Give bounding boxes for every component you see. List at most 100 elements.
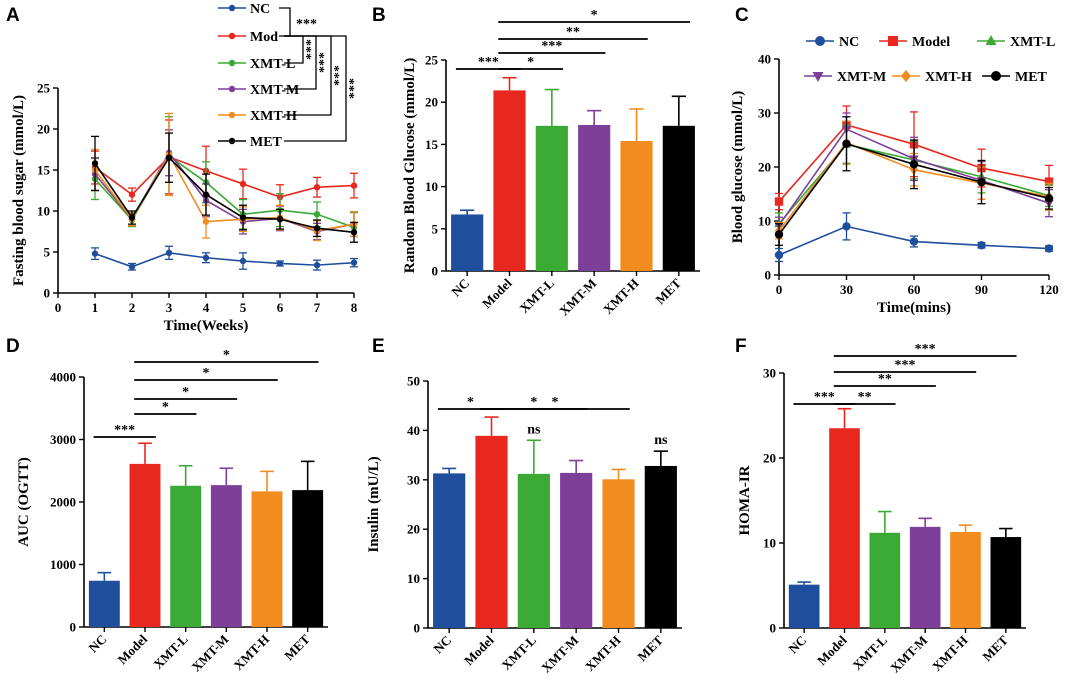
- panel-b-y-tick-label: 20: [425, 95, 438, 110]
- panel-c-legend-xmt-m-marker: [812, 72, 824, 82]
- panel-letter-f: F: [735, 336, 747, 357]
- panel-letter-c: C: [735, 5, 749, 26]
- panel-a-series-nc-point: [239, 257, 247, 265]
- panel-a-y-tick-label: 15: [37, 163, 51, 178]
- panel-b-significance-label: ***: [478, 55, 499, 70]
- panel-f-significance-label: ***: [915, 342, 936, 357]
- panel-f-x-tick-label-xmt-m: XMT-M: [887, 633, 930, 676]
- panel-d-x-tick-label-xmt-h: XMT-H: [231, 632, 272, 673]
- panel-a-series-nc-point: [350, 259, 358, 266]
- panel-b-random-blood-glucose: 0 5 10 15 20 25 Random Blood Glucose (mmol/L) N…: [402, 8, 700, 318]
- panel-b-x-tick-label-model: Model: [479, 275, 515, 311]
- panel-c-series-nc-point: [1044, 244, 1054, 253]
- panel-a-significance-label: ***: [347, 78, 362, 99]
- panel-c-series-met-point: [977, 177, 986, 187]
- panel-e-bar-nc: [433, 473, 466, 628]
- panel-a-x-tick-label: 8: [351, 300, 358, 315]
- panel-a-series-nc-point: [165, 249, 173, 257]
- panel-f-x-tick-label-model: Model: [814, 632, 850, 668]
- panel-e-x-tick-label-met: MET: [634, 632, 666, 664]
- panel-d-y-tick-label: 3000: [50, 432, 76, 447]
- panel-c-y-tick-label: 0: [765, 268, 772, 283]
- panel-a-y-axis-label: Fasting blood sugar (mmol/L): [11, 95, 27, 286]
- panel-d-y-axis-label: AUC (OGTT): [16, 457, 32, 547]
- panel-d-y-tick-label: 1000: [50, 557, 76, 572]
- panel-a-legend-mod-label: Mod: [250, 30, 278, 45]
- panel-e-significance-label: *: [530, 395, 537, 410]
- panel-c-legend-nc-marker: [815, 36, 825, 46]
- panel-a-y-tick-label: 0: [44, 286, 51, 301]
- panel-f-x-tick-label-xmt-l: XMT-L: [850, 632, 891, 673]
- panel-c-series-met-point: [842, 139, 851, 148]
- panel-f-x-tick-label-met: MET: [979, 632, 1011, 664]
- panel-a-series-mod-line: [94, 155, 355, 198]
- panel-a-legend-xmt-h-marker: [228, 111, 236, 119]
- panel-c-series-met-point: [909, 160, 919, 169]
- panel-d-x-tick-label-met: MET: [281, 631, 313, 663]
- panel-a-legend-xmt-l-marker: [228, 59, 236, 67]
- panel-b-y-axis-label: Random Blood Glucose (mmol/L): [402, 58, 418, 273]
- panel-c-series-model-point: [1044, 177, 1054, 186]
- panel-a-x-tick-label: 3: [166, 300, 173, 315]
- panel-b-significance-label: *: [527, 55, 534, 70]
- panel-a-x-tick-label: 1: [92, 300, 99, 315]
- panel-d-significance-label: *: [203, 366, 210, 381]
- panel-b-x-tick-label-xmt-h: XMT-H: [600, 276, 641, 317]
- panel-f-significance-label: **: [858, 390, 872, 405]
- panel-b-bar-nc: [451, 214, 484, 271]
- panel-c-series-met-point: [1044, 194, 1054, 203]
- panel-c-legend-xmt-h-marker: [901, 70, 911, 82]
- panel-c-legend-model-label: Model: [912, 35, 950, 50]
- panel-e-bar-xmt-m: [560, 472, 593, 628]
- panel-a-series-xmt-l-point: [313, 211, 321, 218]
- panel-d-bar-xmt-m: [210, 485, 242, 627]
- panel-c-series-nc-point: [774, 250, 784, 260]
- panel-a-x-axis-label: Time(Weeks): [164, 318, 249, 334]
- panel-f-y-tick-label: 20: [763, 451, 776, 466]
- panel-e-bar-met: [644, 465, 677, 628]
- panel-a-series-mod-point: [350, 182, 358, 189]
- panel-a-legend-xmt-m-label: XMT-M: [250, 83, 299, 98]
- panel-letter-d: D: [6, 336, 20, 357]
- panel-e-significance-label: *: [552, 395, 559, 410]
- panel-e-y-tick-label: 40: [407, 423, 420, 438]
- panel-c-legend-met-label: MET: [1015, 70, 1048, 85]
- panel-a-x-tick-label: 7: [314, 300, 321, 315]
- panel-d-y-tick-label: 2000: [50, 495, 76, 510]
- panel-b-y-tick-label: 0: [432, 264, 439, 279]
- panel-a-series-met-point: [202, 191, 210, 198]
- panel-a-y-tick-label: 20: [37, 122, 50, 137]
- panel-c-series-nc-point: [977, 241, 986, 250]
- panel-f-y-tick-label: 10: [763, 536, 776, 551]
- panel-a-significance-label: ***: [317, 52, 332, 73]
- panel-d-x-tick-label-model: Model: [114, 631, 150, 667]
- panel-a-significance-bracket: [284, 35, 347, 142]
- panel-c-legend-met-marker: [991, 71, 1001, 81]
- panel-f-y-tick-label: 30: [763, 366, 776, 381]
- panel-f-bar-xmt-h: [950, 531, 981, 628]
- panel-c-series-met-point: [774, 230, 784, 239]
- panel-d-x-tick-label-xmt-l: XMT-L: [150, 631, 191, 672]
- panel-c-legend-xmt-h-label: XMT-H: [925, 70, 972, 85]
- panel-b-x-tick-label-met: MET: [652, 275, 684, 307]
- panel-a-series-nc-point: [202, 254, 210, 261]
- panel-f-bar-xmt-m: [909, 526, 941, 628]
- panel-b-x-tick-label-nc: NC: [448, 276, 472, 300]
- panel-d-bar-xmt-h: [251, 491, 283, 627]
- panel-e-annotation-met: ns: [654, 433, 668, 448]
- panel-letter-b: B: [372, 5, 386, 26]
- panel-c-x-axis-label: Time(mins): [877, 300, 951, 316]
- panel-e-x-tick-label-xmt-h: XMT-H: [582, 633, 623, 674]
- panel-b-significance-label: ***: [541, 39, 562, 54]
- panel-b-y-tick-label: 5: [432, 221, 439, 236]
- panel-b-bar-xmt-l: [535, 125, 568, 271]
- panel-c-legend-model-marker: [888, 36, 898, 46]
- panel-e-significance-label: *: [467, 395, 474, 410]
- panel-c-legend-xmt-l-marker: [985, 35, 997, 45]
- panel-a-y-tick-label: 25: [37, 81, 51, 96]
- panel-b-bar-xmt-h: [620, 141, 653, 271]
- panel-d-bar-model: [129, 463, 161, 627]
